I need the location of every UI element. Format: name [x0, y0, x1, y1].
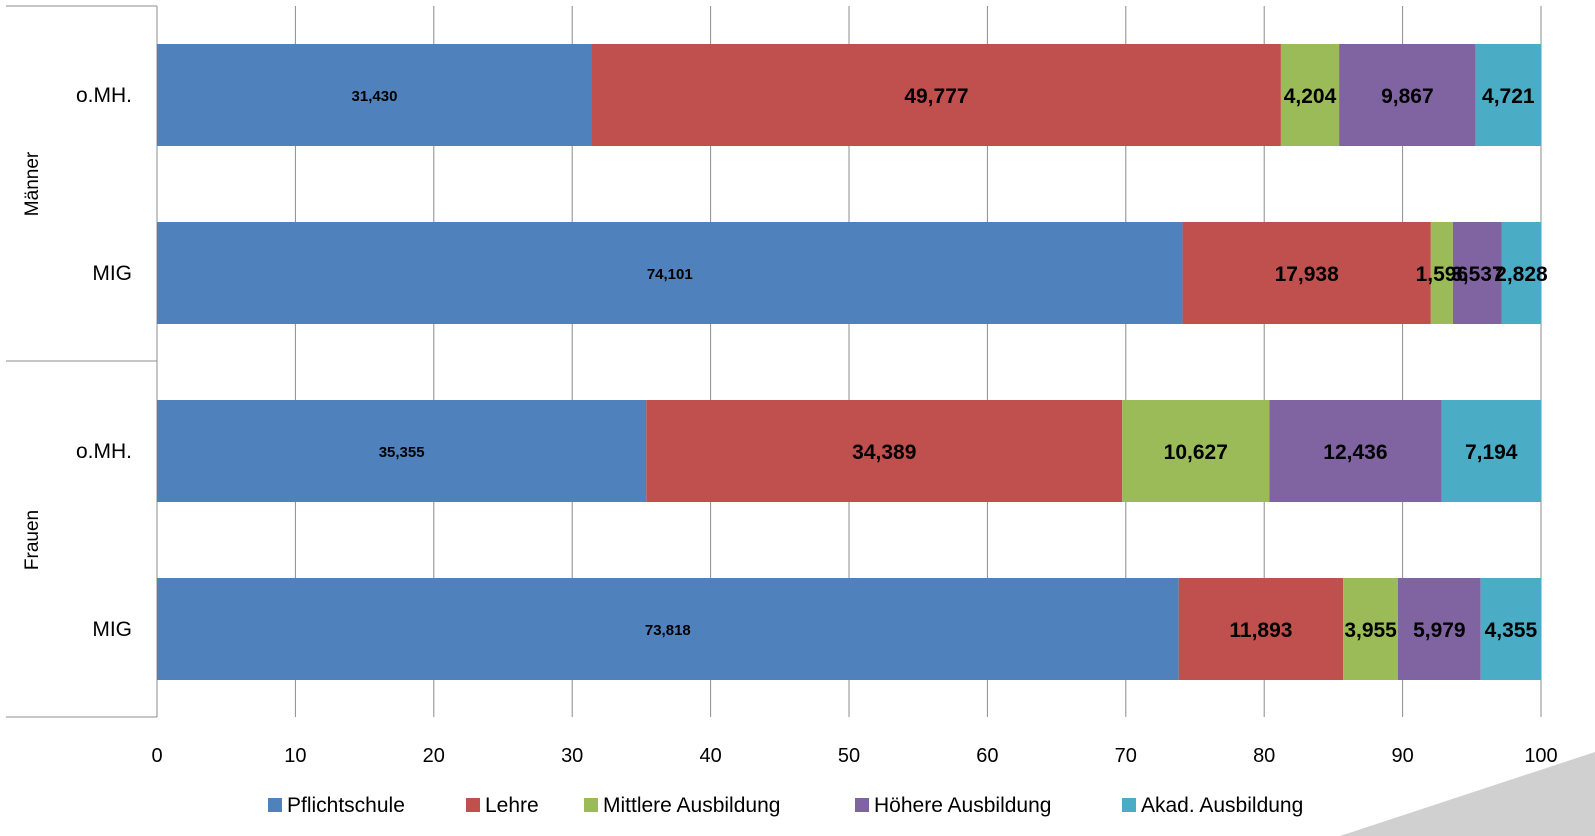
bar-segment — [1269, 400, 1442, 502]
x-tick-label: 20 — [423, 745, 445, 767]
bar-segment — [1182, 222, 1431, 324]
x-tick-label: 80 — [1253, 745, 1275, 767]
bar-segment — [1122, 400, 1270, 502]
bar-segment — [1475, 44, 1541, 146]
x-tick-label: 70 — [1115, 745, 1137, 767]
legend-swatch — [1122, 798, 1136, 812]
legend-label: Akad. Ausbildung — [1141, 794, 1303, 817]
x-tick-label: 60 — [976, 745, 998, 767]
data-label: 2,828 — [1495, 263, 1548, 286]
x-tick-label: 10 — [284, 745, 306, 767]
bar-segment — [157, 578, 1179, 680]
bar-segment — [1441, 400, 1542, 502]
data-label: 12,436 — [1323, 441, 1387, 464]
data-label: 49,777 — [904, 85, 968, 108]
data-label: 4,721 — [1482, 85, 1535, 108]
x-tick-label: 30 — [561, 745, 583, 767]
bar-segment — [1397, 578, 1481, 680]
data-label: 11,893 — [1229, 619, 1292, 642]
x-tick-label: 90 — [1391, 745, 1413, 767]
bars — [157, 44, 1542, 680]
bar-segment — [1480, 578, 1541, 680]
x-tick-label: 0 — [151, 745, 162, 767]
data-label: 34,389 — [852, 441, 916, 464]
legend-swatch — [466, 798, 480, 812]
data-label: 10,627 — [1164, 441, 1228, 464]
bar-segment — [1452, 222, 1502, 324]
data-label: 4,204 — [1284, 85, 1337, 108]
x-tick-label: 40 — [699, 745, 721, 767]
legend-label: Lehre — [485, 794, 539, 817]
legend-swatch — [268, 798, 282, 812]
corner-decoration — [1340, 752, 1595, 836]
bar-segment — [1339, 44, 1476, 146]
bar-segment — [157, 222, 1183, 324]
category-label: o.MH. — [76, 440, 132, 463]
bar-segment — [1343, 578, 1398, 680]
bar-segment — [1280, 44, 1340, 146]
data-labels: 31,430 49,777 4,204 9,867 4,721 74,101 17,938 1… — [352, 85, 1548, 642]
category-label: MIG — [92, 262, 132, 285]
data-label: 7,194 — [1465, 441, 1518, 464]
data-label: 4,355 — [1485, 619, 1538, 642]
bar-segment — [157, 400, 647, 502]
x-tick-labels: 0 10 20 30 40 50 60 70 80 90 100 — [151, 745, 1557, 767]
legend-swatch — [584, 798, 598, 812]
data-label: 74,101 — [647, 266, 693, 283]
data-label: 1,596 — [1416, 263, 1469, 286]
data-label: 73,818 — [645, 622, 691, 639]
bar-segment — [1501, 222, 1541, 324]
data-label: 5,979 — [1413, 619, 1466, 642]
group-label: Männer — [22, 151, 43, 216]
x-tick-label: 100 — [1524, 745, 1557, 767]
bar-segment — [1430, 222, 1453, 324]
category-label: o.MH. — [76, 84, 132, 107]
category-labels: Männer Frauen o.MH. MIG o.MH. MIG — [22, 84, 132, 641]
legend: Pflichtschule Lehre Mittlere Ausbildung Höh… — [268, 794, 1303, 817]
bar-segment — [646, 400, 1123, 502]
legend-label: Pflichtschule — [287, 794, 405, 817]
data-label: 3,955 — [1344, 619, 1397, 642]
legend-label: Höhere Ausbildung — [874, 794, 1051, 817]
data-label: 17,938 — [1275, 263, 1340, 286]
axes — [6, 5, 158, 718]
x-tick-label: 50 — [838, 745, 860, 767]
bar-segment — [591, 44, 1281, 146]
bar-segment — [157, 44, 592, 146]
category-label: MIG — [92, 618, 132, 641]
data-label: 31,430 — [352, 88, 398, 105]
bar-segment — [1178, 578, 1344, 680]
data-label: 3,537 — [1451, 263, 1504, 286]
data-label: 35,355 — [379, 444, 425, 461]
group-label: Frauen — [22, 510, 43, 570]
legend-swatch — [855, 798, 869, 812]
data-label: 9,867 — [1381, 85, 1434, 108]
legend-label: Mittlere Ausbildung — [603, 794, 780, 817]
